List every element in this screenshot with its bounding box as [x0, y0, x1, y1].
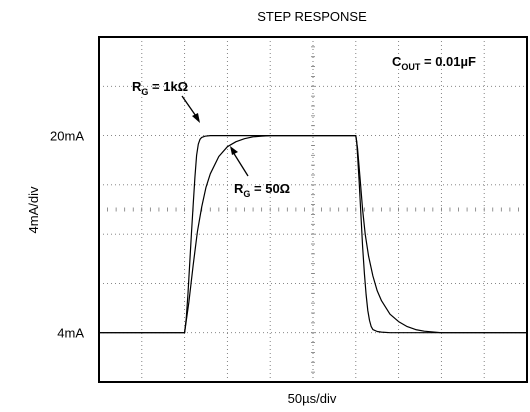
series-label-1k: RG = 1kΩ: [132, 79, 188, 97]
arrow-50: [230, 146, 249, 177]
y-tick-label: 4mA: [57, 326, 84, 341]
y-tick-label: 20mA: [50, 129, 84, 144]
y-axis-label: 4mA/div: [26, 186, 41, 233]
plot-frame: [98, 36, 528, 383]
series-label-50: RG = 50Ω: [234, 181, 290, 199]
x-axis-label: 50µs/div: [288, 391, 337, 406]
arrow-1k: [181, 95, 200, 123]
series-lines: [99, 135, 527, 334]
grid: [99, 37, 527, 382]
series-line-rg-50: [99, 135, 527, 334]
cout-label: COUT = 0.01µF: [392, 54, 476, 72]
chart-title: STEP RESPONSE: [257, 9, 367, 24]
y-tick-labels: 4mA 20mA: [50, 129, 84, 341]
